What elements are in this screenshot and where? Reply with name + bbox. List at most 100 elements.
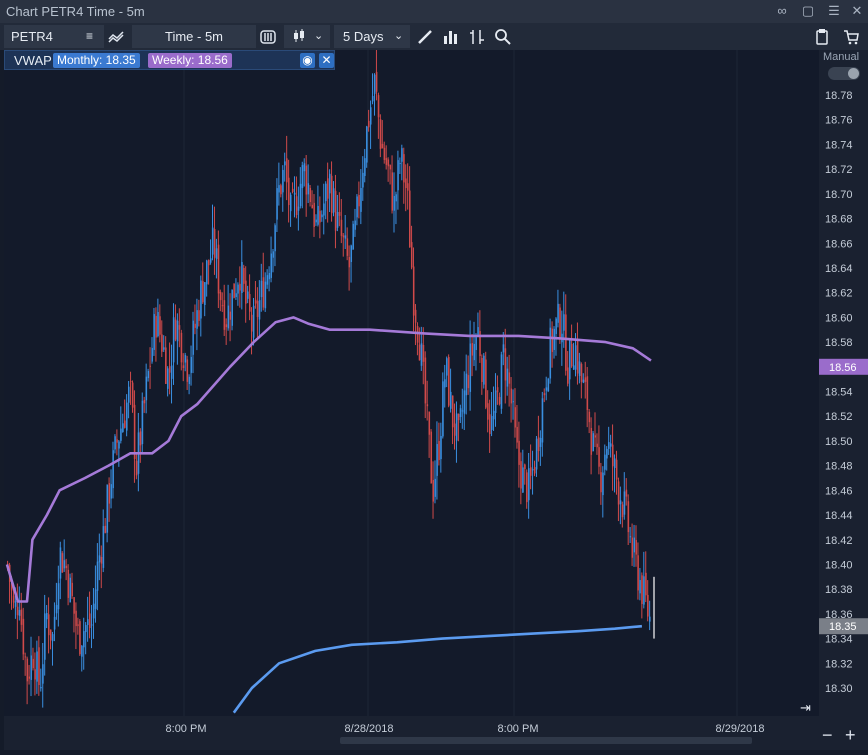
candle-body [329, 173, 331, 194]
candle-body [147, 371, 150, 379]
maximize-icon[interactable]: ▢ [801, 3, 815, 18]
chart-type-dropdown[interactable]: ⌄ [284, 25, 330, 48]
manual-toggle[interactable] [828, 67, 860, 80]
search-icon[interactable] [494, 25, 514, 48]
zoom-out-button[interactable]: − [822, 725, 833, 745]
candle-body [167, 368, 169, 389]
price-axis[interactable]: 18.78 18.76 18.74 18.72 18.70 18.68 18.66 18.64… [819, 50, 868, 716]
candle-body [198, 310, 200, 321]
candle-body [487, 403, 489, 420]
candle-body [317, 205, 319, 225]
candle-body [543, 393, 546, 396]
candle-body [647, 594, 649, 617]
interval-dropdown[interactable]: Time - 5m [132, 25, 256, 48]
candle-body [471, 343, 474, 356]
symbol-field[interactable]: PETR4 ≡ [4, 25, 104, 48]
clipboard-icon[interactable] [814, 25, 834, 48]
go-to-latest-button[interactable]: ⇥ [800, 700, 811, 715]
candle-body [557, 303, 559, 323]
draw-icon[interactable] [416, 25, 436, 48]
candle-body [229, 311, 232, 320]
candle-body [639, 580, 641, 594]
candle-body [430, 431, 433, 484]
candle-body [350, 245, 353, 262]
candle-body [602, 472, 604, 496]
chart-plot-area[interactable] [4, 49, 819, 716]
candle-body [444, 379, 446, 388]
eye-icon[interactable]: ◉ [300, 53, 315, 68]
candle-body [44, 613, 46, 660]
candle-body [108, 483, 111, 504]
scrollbar-thumb[interactable] [340, 737, 752, 744]
y-tick-label: 18.42 [825, 535, 853, 547]
candle-body [77, 624, 79, 626]
candle-body [12, 595, 15, 603]
y-tick-label: 18.60 [825, 312, 853, 324]
candle-body [373, 74, 376, 94]
candle-body [110, 484, 112, 499]
candle-body [157, 312, 159, 337]
candle-body [387, 159, 390, 167]
candle-body [541, 398, 544, 443]
candle-body [537, 437, 540, 452]
candle-body [14, 601, 17, 607]
candle-body [252, 305, 255, 338]
studies-icon[interactable] [442, 25, 462, 48]
range-dropdown[interactable]: 5 Days ⌄ [334, 25, 410, 48]
candle-body [362, 172, 364, 188]
candle-body [422, 344, 425, 362]
last-price-tag [819, 618, 868, 635]
candle-body [334, 190, 337, 231]
candle-body [613, 458, 616, 468]
candle-body [625, 489, 628, 497]
time-axis[interactable]: 8:00 PM 8/28/2018 8:00 PM 8/29/2018 [4, 716, 868, 750]
candle-body [168, 366, 171, 373]
candle-body [293, 192, 296, 195]
candle-body [209, 258, 212, 263]
title-bar: Chart PETR4 Time - 5m ∞ ▢ ☰ ✕ [0, 0, 868, 23]
candle-body [170, 365, 173, 379]
candle-body [190, 356, 192, 373]
candle-body [569, 339, 571, 380]
candle-body [621, 504, 624, 518]
candle-body [461, 410, 464, 412]
y-tick-label: 18.62 [825, 288, 853, 300]
candle-body [323, 203, 325, 216]
candle-body [393, 195, 395, 211]
candlestick-chart[interactable] [4, 49, 819, 716]
candle-body [385, 158, 388, 165]
candle-body [284, 161, 286, 166]
candle-body [30, 655, 32, 680]
y-tick-label: 18.34 [825, 634, 853, 646]
y-tick-label: 18.74 [825, 139, 853, 151]
candle-body [436, 444, 438, 476]
candle-body [270, 253, 273, 278]
candle-body [180, 332, 183, 363]
menu-icon[interactable]: ☰ [828, 3, 840, 18]
candle-body [514, 407, 516, 428]
candle-body [340, 219, 343, 236]
candle-body [330, 175, 333, 214]
candle-body [219, 291, 222, 301]
y-tick-label: 18.58 [825, 337, 853, 349]
compare-icon[interactable] [108, 25, 130, 48]
interval-settings-icon[interactable] [258, 25, 280, 48]
indicator-icon[interactable] [468, 25, 488, 48]
candle-body [420, 343, 423, 366]
candle-body [485, 359, 487, 408]
candle-body [379, 119, 382, 149]
y-tick-label: 18.70 [825, 189, 853, 201]
candle-body [567, 367, 569, 384]
list-icon[interactable]: ≡ [86, 29, 94, 43]
last-price-label: 18.35 [829, 621, 857, 633]
candle-body [336, 212, 339, 228]
link-icon[interactable]: ∞ [777, 3, 787, 18]
candle-body [297, 206, 300, 211]
close-icon[interactable]: ✕ [851, 3, 863, 18]
cart-icon[interactable] [842, 25, 862, 48]
candle-body [483, 355, 485, 385]
candle-body [16, 606, 19, 616]
close-icon[interactable]: ✕ [319, 53, 334, 68]
zoom-in-button[interactable]: + [845, 725, 856, 745]
candle-body [20, 609, 23, 625]
